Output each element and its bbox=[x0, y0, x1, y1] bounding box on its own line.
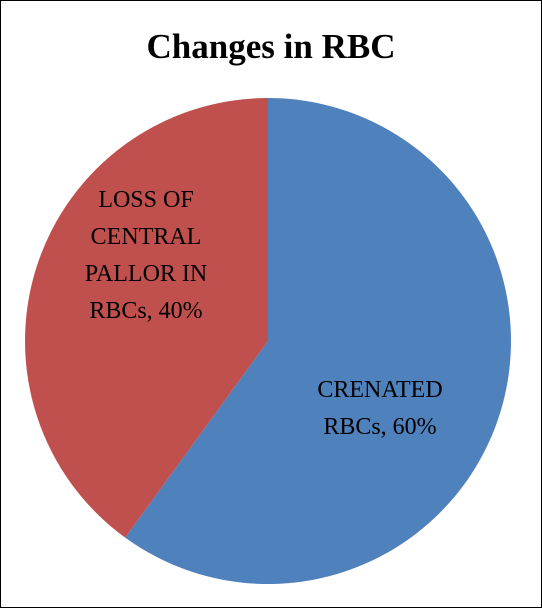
slice-label-line: PALLOR IN bbox=[85, 261, 207, 287]
slice-label-line: RBCs, 60% bbox=[323, 414, 436, 440]
pie-slice-2 bbox=[25, 98, 268, 538]
pie-slice-1 bbox=[125, 98, 512, 585]
slice-label-line: CRENATED bbox=[317, 377, 442, 403]
slice-label-2: LOSS OF CENTRAL PALLOR IN RBCs, 40% bbox=[85, 187, 207, 324]
slice-label-line: RBCs, 40% bbox=[89, 298, 202, 324]
slice-label-line: LOSS OF bbox=[98, 187, 193, 213]
chart-title: Changes in RBC bbox=[146, 27, 396, 66]
slice-label-1: CRENATED RBCs, 60% bbox=[317, 377, 442, 440]
slice-label-line: CENTRAL bbox=[91, 224, 202, 250]
